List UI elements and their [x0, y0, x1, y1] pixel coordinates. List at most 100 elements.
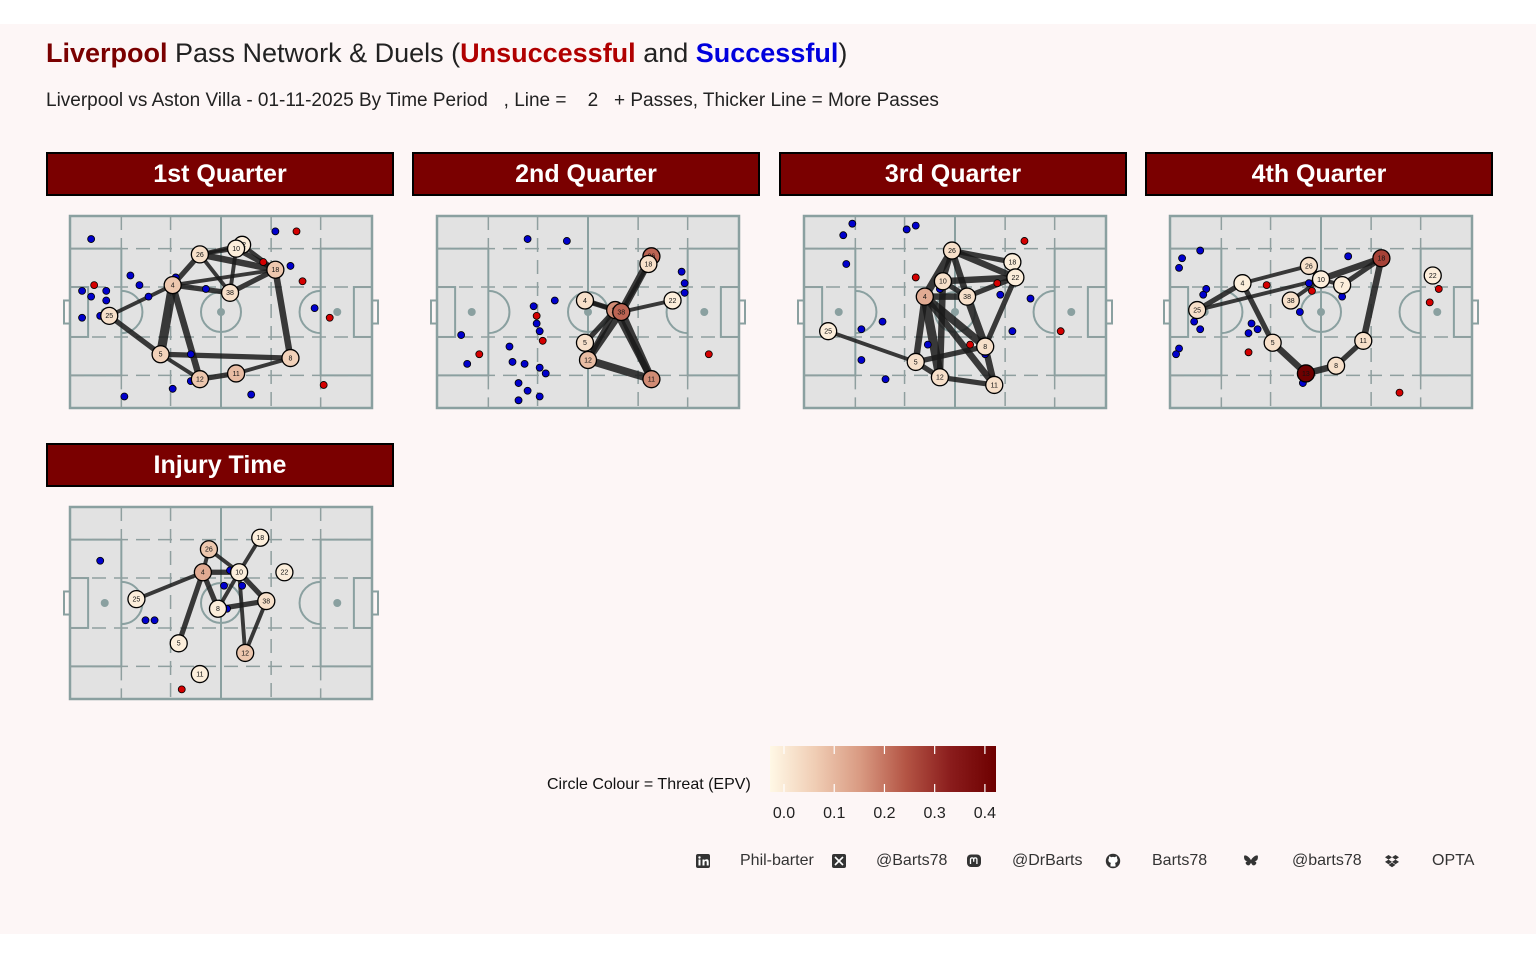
player-node-8: 8	[208, 599, 228, 618]
footer-mastodon-text[interactable]: @DrBarts	[1012, 852, 1083, 869]
duel-unsuccessful-point	[704, 350, 713, 359]
player-node-circle	[190, 245, 210, 264]
player-node-label: 4	[171, 283, 175, 290]
player-node-circle	[251, 528, 270, 547]
centre-spot	[217, 308, 225, 316]
player-node-circle	[819, 322, 838, 341]
player-node-5: 5	[169, 634, 188, 653]
duel-successful-point	[141, 616, 150, 625]
player-node-circle	[642, 370, 661, 389]
player-node-11: 11	[642, 370, 661, 389]
player-node-circle	[957, 287, 977, 306]
pitch-2nd-quarter: 4261822103851211	[430, 214, 746, 410]
duel-unsuccessful-point	[298, 277, 307, 286]
duel-successful-point	[126, 271, 135, 280]
player-node-circle	[1233, 274, 1252, 293]
duel-successful-point	[102, 296, 111, 305]
chart-subtitle: Liverpool vs Aston Villa - 01-11-2025 By…	[46, 90, 939, 111]
duel-successful-point	[505, 342, 514, 351]
penalty-arc-right	[1032, 289, 1055, 335]
player-node-label: 7	[1340, 283, 1344, 290]
duel-successful-point	[1196, 325, 1205, 334]
bluesky-icon[interactable]	[1243, 853, 1259, 869]
player-node-label: 5	[583, 340, 587, 347]
player-node-circle	[281, 348, 300, 368]
player-node-circle	[169, 634, 188, 653]
player-node-label: 18	[256, 535, 264, 542]
duel-successful-point	[842, 260, 851, 268]
duel-unsuccessful-point	[1308, 286, 1316, 295]
player-node-label: 18	[1008, 259, 1016, 266]
pitch-markings	[1163, 214, 1479, 410]
player-node-label: 4	[583, 298, 587, 305]
duel-unsuccessful-point	[1244, 348, 1253, 357]
player-node-circle	[257, 591, 276, 611]
chart-title: Liverpool Pass Network & Duels (Unsucces…	[46, 38, 847, 69]
duel-successful-point	[996, 290, 1005, 299]
pitch-3rd-quarter: 25 26 18 22 10 4 38 8 5 12 11	[797, 214, 1113, 410]
title-close: )	[838, 38, 848, 68]
player-node-38: 38	[1281, 291, 1300, 310]
duel-successful-point	[463, 359, 472, 368]
duel-successful-point	[1026, 294, 1035, 303]
footer-bluesky-text[interactable]: @barts78	[1292, 852, 1362, 869]
player-node-12: 12	[236, 643, 255, 663]
github-icon[interactable]	[1105, 853, 1121, 869]
goal-left	[430, 299, 438, 325]
player-node-26: 26	[190, 245, 210, 264]
pass-edge-25-5	[106, 313, 164, 357]
duel-successful-point	[535, 363, 544, 372]
pitch-4th-quarter: 25 4 26 10 7 18 22 38 5 11 8 13	[1163, 214, 1479, 410]
player-node-label: 11	[648, 377, 655, 384]
player-node-18: 18	[639, 254, 658, 274]
duel-successful-point	[1305, 279, 1313, 288]
player-node-circle	[193, 563, 213, 582]
duel-successful-point	[168, 384, 177, 393]
colorbar-label: 0.3	[923, 805, 946, 822]
centre-spot	[1317, 308, 1325, 316]
x-twitter-icon[interactable]	[831, 853, 847, 869]
duel-successful-point	[135, 281, 144, 290]
mastodon-icon[interactable]	[966, 853, 982, 869]
player-node-label: 4	[1241, 281, 1245, 288]
goal-right	[738, 299, 746, 325]
footer-x-text[interactable]: @Barts78	[876, 852, 948, 869]
player-node-label: 38	[617, 309, 625, 316]
player-node-circle	[226, 239, 246, 258]
footer-linkedin-text[interactable]: Phil-barter	[740, 852, 814, 869]
dropbox-icon[interactable]	[1384, 853, 1400, 869]
player-node-label: 22	[1429, 273, 1437, 280]
player-node-22: 22	[275, 563, 294, 582]
player-node-38: 38	[220, 283, 240, 302]
duel-successful-point	[102, 286, 111, 295]
goal-right	[1471, 299, 1479, 325]
linkedin-icon[interactable]	[695, 853, 711, 869]
player-node-label: 5	[159, 352, 163, 359]
duel-points	[457, 235, 713, 405]
duel-successful-point	[677, 267, 686, 276]
player-node-circle	[906, 352, 925, 372]
duel-successful-point	[1253, 325, 1262, 334]
pass-edge-26-18	[196, 251, 279, 274]
pass-edge-4-38	[170, 282, 233, 296]
footer-opta-text[interactable]: OPTA	[1432, 852, 1475, 869]
pass-edge-10-12	[936, 278, 947, 381]
player-node-circle	[1372, 249, 1391, 268]
centre-spot	[951, 308, 959, 316]
player-node-circle	[612, 302, 631, 322]
player-node-label: 26	[1305, 263, 1313, 270]
duel-successful-point	[680, 279, 689, 288]
player-node-circle	[578, 350, 598, 370]
duel-successful-point	[514, 396, 523, 405]
player-node-12: 12	[578, 350, 598, 370]
penalty-arc-right	[298, 580, 321, 626]
player-node-circle	[151, 345, 170, 364]
player-nodes: 2542622101838512118	[100, 235, 300, 389]
pass-edge-22-8	[982, 274, 1018, 350]
duel-successful-point	[78, 313, 86, 322]
player-node-10: 10	[933, 272, 953, 291]
goal-right	[371, 590, 379, 616]
footer-github-text[interactable]: Barts78	[1152, 852, 1208, 869]
player-node-26: 26	[199, 540, 219, 559]
player-node-circle	[190, 664, 210, 684]
